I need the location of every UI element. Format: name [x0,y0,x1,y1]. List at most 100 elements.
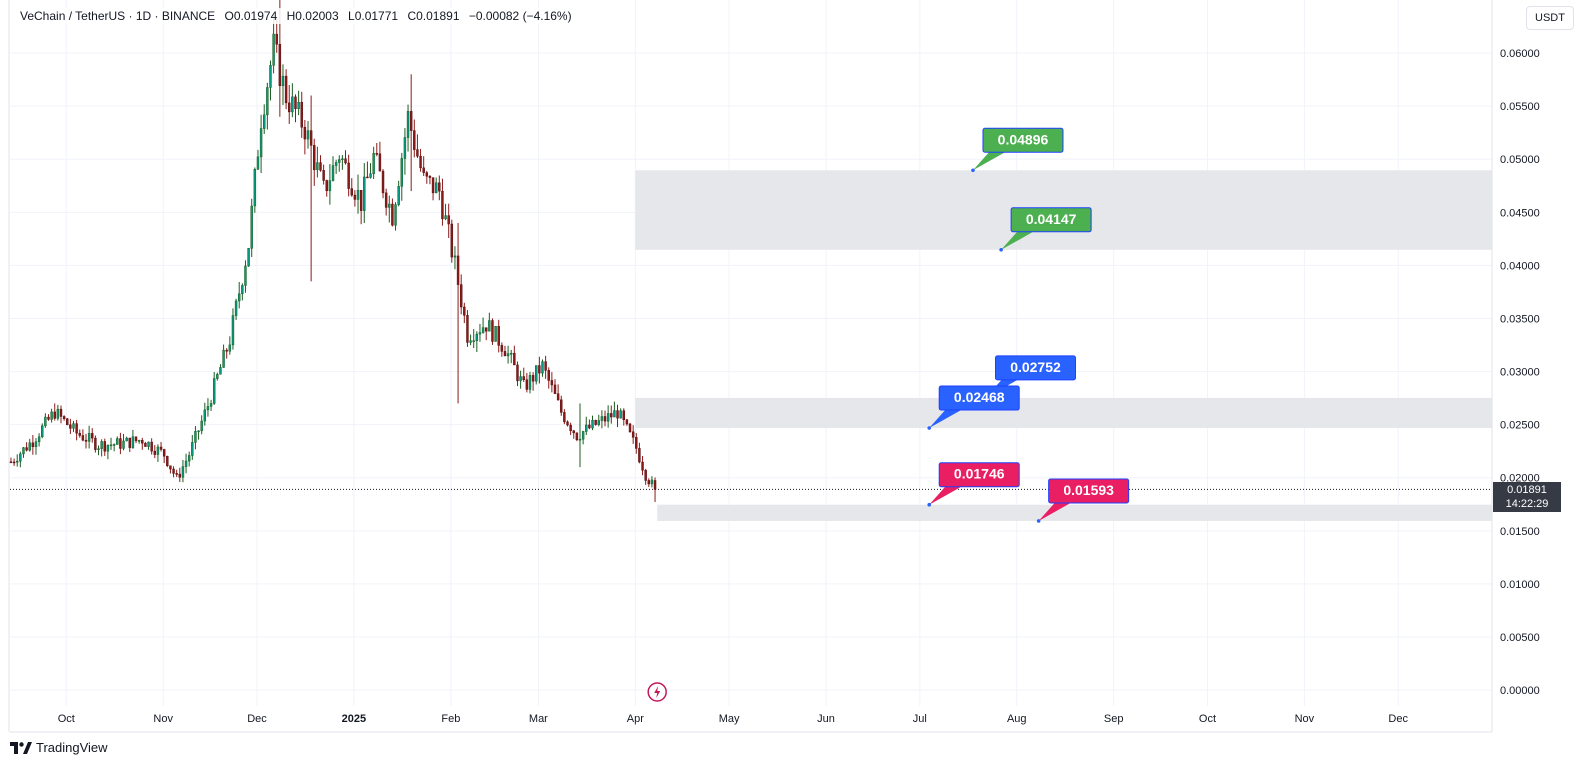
candle-body [547,370,550,381]
candle-body [397,186,400,205]
candle-body [594,419,597,425]
candle-body [563,412,566,423]
candle-body [585,424,588,432]
candle-body [56,408,60,419]
callout-value: 0.04896 [998,131,1049,147]
candle-body [84,439,88,442]
symbol-name[interactable]: VeChain / TetherUS · 1D · BINANCE [20,9,216,23]
candle-body [606,413,610,422]
candle-body [644,469,647,481]
x-tick-label: May [719,713,740,725]
price-callout[interactable]: 0.02468 [927,385,1020,430]
candle-body [425,172,429,177]
candle-body [125,437,128,442]
candle-body [603,416,607,422]
candle-body [119,438,122,449]
candle-body [653,480,657,490]
price-callout[interactable]: 0.04147 [999,207,1092,252]
candle-body [91,433,94,439]
x-tick-label: Aug [1007,713,1027,725]
callout-box [994,355,1076,381]
candle-body [94,437,97,450]
price-callout[interactable]: 0.04896 [971,127,1064,173]
axes: 0.06000 0.05500 0.05000 0.04500 0.04000 0.035… [8,0,1540,733]
candle-body [347,162,350,189]
price-callout[interactable]: 0.01746 [927,462,1020,507]
candle-body [253,169,257,207]
candle-body [359,189,363,211]
candle-body [244,265,247,286]
legend-change: −0.00082 (−4.16%) [468,9,572,23]
symbol-legend: VeChain / TetherUS · 1D · BINANCE O0.019… [18,8,580,24]
currency-selector-button[interactable]: USDT [1526,6,1574,30]
x-tick-label: Apr [627,713,644,725]
candle-body [535,365,538,382]
y-tick-label: 0.02500 [1500,420,1540,432]
candle-body [588,424,591,429]
callout-anchor [999,248,1003,252]
candle-body [216,374,219,379]
candle-body [319,162,322,171]
candle-body [209,403,213,407]
callout-value: 0.02468 [954,389,1005,405]
candle-body [350,188,353,196]
candle-body [459,284,463,308]
candle-body [581,431,585,440]
price-zone [657,504,1492,521]
price-callouts: 0.04896 0.04147 0.02752 0.02468 0.01746 0.015… [927,127,1130,523]
x-tick-label: 2025 [342,713,366,725]
candle-body [331,165,335,181]
candle-body [541,361,544,374]
candle-body [222,349,225,368]
x-tick-label: Feb [441,713,460,725]
candle-body [166,455,169,467]
brand-name: TradingView [36,740,108,755]
candle-body [631,431,635,438]
candle-body [463,306,466,316]
candle-body [28,442,31,451]
candle-body [363,176,366,211]
callout-pointer [1001,231,1034,250]
y-tick-label: 0.04000 [1500,260,1540,272]
candle-body [550,380,554,386]
candle-body [528,375,532,390]
candle-body [422,167,425,173]
candle-body [384,192,388,208]
candle-body [388,203,391,208]
candle-body [560,399,563,413]
candle-body [378,153,382,172]
candle-body [306,130,310,140]
price-callout[interactable]: 0.02752 [983,355,1076,400]
candle-body [481,327,485,333]
candle-body [172,468,175,474]
candle-body [500,345,504,352]
candle-body [456,255,460,285]
event-lightning-icon[interactable] [647,682,667,702]
y-tick-label: 0.03000 [1500,367,1540,379]
candle-body [478,332,482,335]
price-callout[interactable]: 0.01593 [1036,478,1130,523]
x-tick-label: Nov [153,713,173,725]
callout-pointer [929,486,962,505]
callout-anchor [927,502,932,507]
x-tick-label: Jul [913,713,927,725]
candle-body [156,446,160,455]
candle-body [641,461,644,471]
y-tick-label: 0.01000 [1500,579,1540,591]
candle-body [184,460,188,467]
candle-body [47,416,50,420]
candle-body [31,442,35,448]
candle-body [372,153,375,174]
brand-footer[interactable]: TradingView [10,740,108,755]
callout-anchor [971,168,975,173]
candle-body [622,410,625,421]
candle-body [575,432,579,441]
candle-body [416,149,419,157]
candle-body [203,409,207,422]
candle-body [191,442,194,456]
candle-body [303,126,307,140]
candle-body [328,180,332,192]
candle-body [112,444,116,446]
